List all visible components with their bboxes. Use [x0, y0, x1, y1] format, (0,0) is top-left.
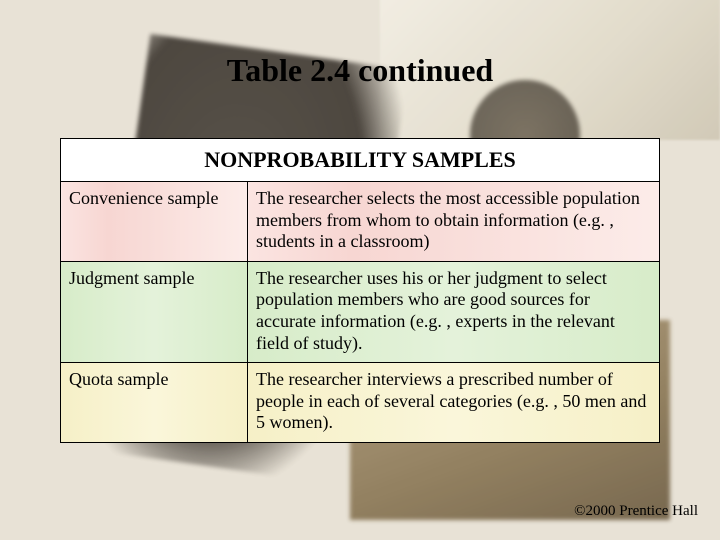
table-header: NONPROBABILITY SAMPLES	[61, 139, 660, 182]
slide-content: Table 2.4 continued NONPROBABILITY SAMPL…	[0, 0, 720, 540]
samples-table: NONPROBABILITY SAMPLES Convenience sampl…	[60, 138, 660, 443]
sample-desc: The researcher interviews a prescribed n…	[248, 363, 660, 443]
table-header-row: NONPROBABILITY SAMPLES	[61, 139, 660, 182]
sample-desc: The researcher selects the most accessib…	[248, 182, 660, 262]
sample-label: Judgment sample	[61, 261, 248, 362]
sample-label: Convenience sample	[61, 182, 248, 262]
table-row: Convenience sample The researcher select…	[61, 182, 660, 262]
slide-title: Table 2.4 continued	[0, 52, 720, 89]
sample-desc: The researcher uses his or her judgment …	[248, 261, 660, 362]
copyright: ©2000 Prentice Hall	[574, 503, 698, 520]
table-row: Judgment sample The researcher uses his …	[61, 261, 660, 362]
slide: Table 2.4 continued NONPROBABILITY SAMPL…	[0, 0, 720, 540]
sample-label: Quota sample	[61, 363, 248, 443]
table-row: Quota sample The researcher interviews a…	[61, 363, 660, 443]
